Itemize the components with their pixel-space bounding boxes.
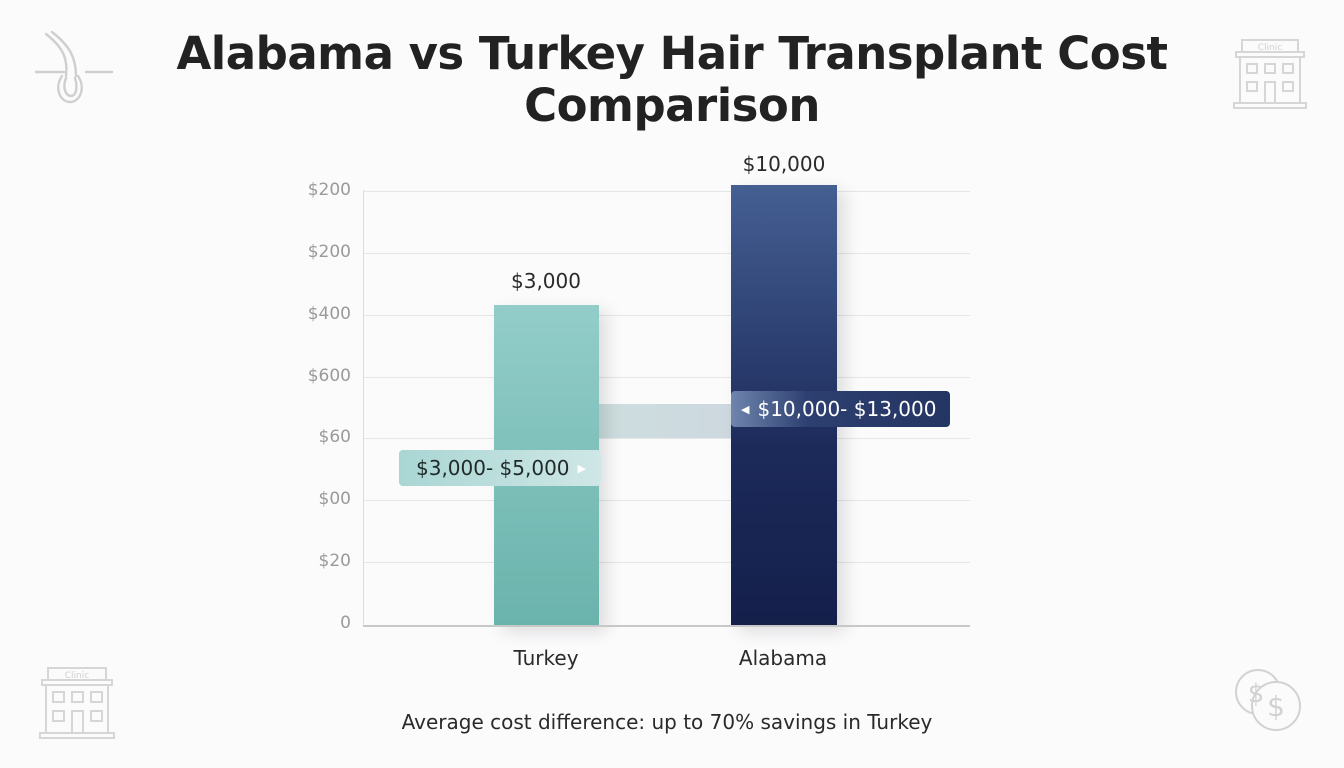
y-tick-label: $600 [307, 366, 351, 386]
chart-footnote: Average cost difference: up to 70% savin… [401, 710, 933, 734]
y-axis-line [363, 190, 364, 626]
dollar-coins-icon: $ $ [1235, 669, 1301, 731]
gridline [364, 377, 970, 378]
title-line-1: Alabama vs Turkey Hair Transplant Cost [176, 27, 1168, 80]
triangle-right-icon: ▶ [577, 461, 587, 475]
y-tick-label: $400 [307, 304, 351, 324]
gridline [364, 438, 970, 439]
svg-text:Clinic: Clinic [1258, 43, 1282, 53]
range-text: $10,000- $13,000 [757, 397, 937, 421]
gridline [364, 253, 970, 254]
clinic-building-icon: Clinic [39, 667, 115, 739]
x-category-label-turkey: Turkey [513, 646, 579, 670]
gridline [364, 562, 970, 563]
hair-follicle-icon [34, 30, 114, 104]
svg-text:$: $ [1267, 690, 1285, 723]
y-tick-label: 0 [340, 613, 351, 633]
bar-value-label-alabama: $10,000 [742, 152, 826, 176]
page-title: Alabama vs Turkey Hair Transplant Cost C… [0, 28, 1344, 132]
clinic-building-icon: Clinic [1233, 39, 1307, 109]
y-tick-label: $20 [318, 551, 351, 571]
range-label-alabama: ◀ $10,000- $13,000 [731, 391, 950, 427]
x-category-label-alabama: Alabama [738, 646, 828, 670]
range-text: $3,000- $5,000 [416, 456, 570, 480]
range-label-turkey: $3,000- $5,000 ▶ [399, 450, 601, 486]
svg-text:$: $ [1248, 679, 1265, 709]
y-tick-label: $200 [307, 180, 351, 200]
y-tick-label: $200 [307, 242, 351, 262]
gridline [364, 191, 970, 192]
y-tick-label: $60 [318, 427, 351, 447]
title-line-2: Comparison [524, 79, 820, 132]
bar-value-label-turkey: $3,000 [511, 269, 581, 293]
x-axis-line [363, 625, 970, 627]
svg-text:Clinic: Clinic [65, 671, 89, 681]
gridline [364, 500, 970, 501]
range-connector [599, 404, 731, 438]
triangle-left-icon: ◀ [741, 402, 750, 416]
gridline [364, 315, 970, 316]
y-tick-label: $00 [318, 489, 351, 509]
